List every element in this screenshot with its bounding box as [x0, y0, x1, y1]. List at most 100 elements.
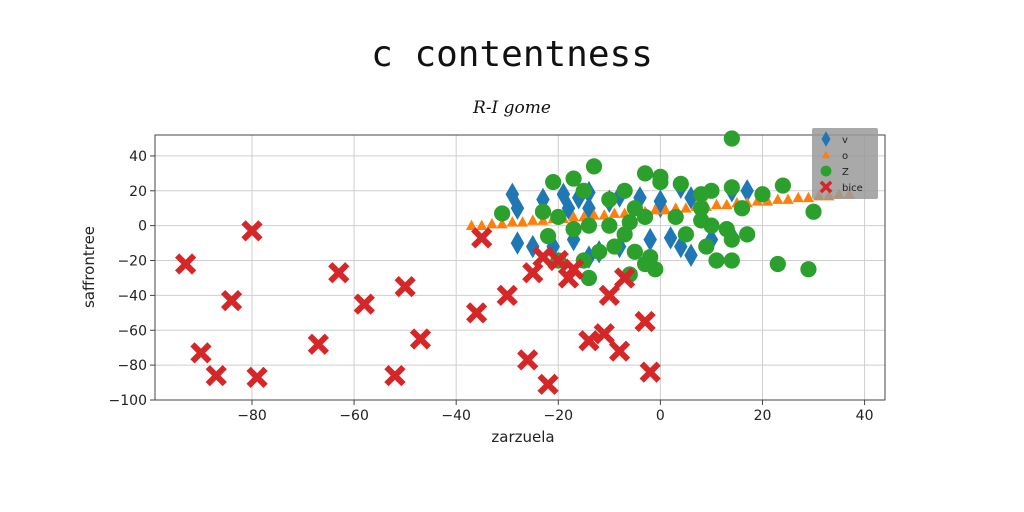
- y-axis-label: saffrontree: [80, 226, 98, 308]
- data-point: [647, 261, 664, 278]
- data-marks: [175, 130, 855, 395]
- data-point: [394, 276, 416, 298]
- x-tick-label: 0: [656, 408, 665, 424]
- data-point: [557, 267, 580, 289]
- series-bice: [175, 220, 661, 395]
- x-tick-label: −60: [339, 408, 369, 424]
- data-point: [471, 227, 493, 249]
- data-point: [190, 342, 212, 364]
- data-point: [598, 209, 610, 220]
- data-point: [486, 217, 498, 229]
- y-tick-label: −60: [117, 323, 147, 339]
- data-point: [652, 173, 669, 191]
- x-tick-label: 20: [754, 408, 772, 424]
- y-tick-label: −40: [117, 288, 147, 304]
- data-point: [353, 293, 375, 315]
- data-point: [805, 203, 822, 220]
- x-tick-label: −40: [441, 408, 471, 424]
- data-point: [698, 238, 715, 255]
- y-tick-label: 40: [129, 149, 147, 165]
- chart-subtitle: R-I gome: [473, 98, 551, 118]
- legend-label: Z: [842, 167, 849, 178]
- y-tick-label: 20: [129, 184, 147, 200]
- data-point: [723, 130, 740, 147]
- x-tick-label: −20: [544, 408, 574, 424]
- data-point: [527, 214, 539, 225]
- data-point: [510, 231, 525, 255]
- data-point: [476, 219, 488, 231]
- data-point: [672, 175, 689, 192]
- data-point: [606, 238, 623, 255]
- data-point: [769, 255, 786, 273]
- data-point: [175, 253, 197, 275]
- y-tick-label: −100: [109, 393, 147, 409]
- data-point: [307, 333, 329, 355]
- data-point: [659, 203, 672, 215]
- data-point: [636, 165, 654, 182]
- data-point: [545, 173, 562, 191]
- legend-label: bice: [842, 183, 863, 194]
- data-point: [639, 361, 661, 383]
- series-z: [494, 130, 822, 287]
- data-point: [578, 330, 600, 352]
- data-point: [220, 290, 243, 312]
- data-point: [246, 366, 268, 388]
- data-point: [601, 191, 618, 208]
- data-point: [532, 246, 554, 268]
- legend-marker: [821, 150, 831, 159]
- data-point: [710, 198, 723, 210]
- data-point: [708, 252, 725, 269]
- data-point: [328, 262, 350, 284]
- data-point: [608, 340, 631, 362]
- data-point: [800, 261, 817, 278]
- data-point: [636, 208, 654, 226]
- data-point: [550, 208, 567, 226]
- data-point: [616, 182, 633, 199]
- data-point: [601, 217, 618, 234]
- data-point: [517, 349, 539, 371]
- data-point: [593, 323, 615, 345]
- data-point: [409, 328, 432, 350]
- data-point: [591, 243, 608, 260]
- data-point: [616, 226, 633, 243]
- axis-ticks: −80 −60 −40 −20 0 20 40 −100 −80 −60 −40 −20 0 20 40: [109, 149, 874, 424]
- data-point: [547, 249, 569, 272]
- legend-box: [812, 128, 878, 199]
- data-point: [608, 207, 621, 218]
- data-point: [496, 217, 508, 229]
- data-point: [614, 267, 636, 289]
- data-point: [205, 364, 227, 387]
- x-tick-label: −80: [237, 408, 267, 424]
- data-point: [642, 248, 659, 266]
- data-point: [721, 198, 733, 210]
- x-axis-label: zarzuela: [491, 428, 554, 446]
- data-point: [772, 193, 784, 204]
- data-point: [598, 284, 620, 307]
- legend-marker: [820, 165, 832, 177]
- x-tick-label: 40: [856, 408, 874, 424]
- data-point: [506, 216, 518, 227]
- data-point: [723, 179, 740, 196]
- legend-label: o: [842, 151, 848, 162]
- data-point: [774, 177, 792, 194]
- data-point: [585, 158, 603, 175]
- data-point: [516, 216, 529, 227]
- data-point: [663, 226, 678, 250]
- data-point: [703, 182, 720, 199]
- legend-label: v: [842, 135, 848, 146]
- data-point: [384, 364, 406, 387]
- data-point: [792, 191, 804, 203]
- data-point: [565, 221, 582, 238]
- data-point: [782, 193, 794, 204]
- data-point: [754, 186, 771, 203]
- legend-marker: [821, 131, 831, 147]
- data-point: [740, 179, 754, 203]
- data-point: [580, 269, 598, 287]
- data-point: [643, 227, 657, 252]
- data-point: [649, 203, 661, 215]
- data-point: [539, 228, 557, 245]
- data-point: [534, 203, 552, 220]
- chart-title: c contentness: [371, 34, 653, 75]
- data-point: [723, 252, 740, 269]
- data-point: [667, 208, 684, 226]
